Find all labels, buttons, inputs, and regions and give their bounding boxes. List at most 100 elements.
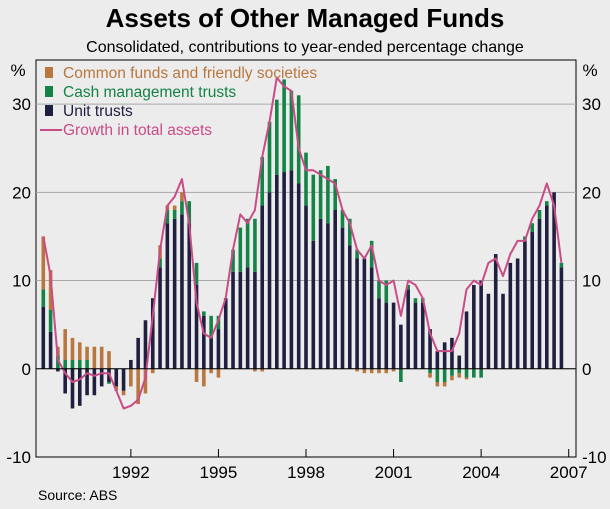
bars — [41, 79, 564, 409]
bar-common — [41, 236, 46, 290]
source-note: Source: ABS — [38, 487, 117, 503]
bar-unit — [369, 267, 374, 369]
bar-cash — [158, 258, 162, 268]
bar-cash — [172, 209, 177, 219]
bar-common — [48, 269, 53, 310]
x-tick-label: 1995 — [200, 463, 238, 482]
legend-label-common: Common funds and friendly societies — [63, 65, 317, 82]
bar-cash — [537, 209, 542, 219]
x-tick-label: 2001 — [375, 463, 413, 482]
bar-cash — [209, 315, 213, 338]
bar-unit — [202, 315, 206, 369]
bar-unit — [450, 337, 454, 369]
y-tick-label-left: 0 — [22, 360, 31, 379]
bar-unit — [245, 267, 250, 369]
bar-cash — [340, 209, 345, 228]
bar-cash — [202, 311, 206, 316]
bar-cash — [377, 280, 381, 299]
bar-common — [384, 368, 389, 374]
y-tick-label-left: -10 — [6, 448, 31, 467]
bar-unit — [158, 267, 162, 369]
bar-common — [450, 375, 454, 381]
x-tick-label: 2004 — [462, 463, 500, 482]
bar-cash — [428, 368, 432, 374]
legend-swatch-unit — [45, 105, 53, 116]
bar-unit — [333, 209, 337, 369]
bar-unit — [537, 218, 542, 369]
x-tick-label: 2007 — [550, 463, 588, 482]
axes: -10 -10 0 0 10 10 20 20 30 30 1992 1995 1998 2001 2004… — [6, 95, 606, 482]
y-tick-label-right: 30 — [582, 95, 601, 114]
bar-common — [216, 368, 221, 378]
bar-unit — [136, 337, 140, 369]
bar-common — [92, 346, 97, 369]
bar-unit — [77, 368, 82, 406]
bar-common — [136, 368, 140, 405]
bar-cash — [180, 201, 184, 215]
bar-unit — [340, 227, 345, 369]
bar-unit — [384, 302, 389, 369]
bar-unit — [223, 298, 228, 369]
bar-unit — [523, 240, 527, 369]
bar-common — [194, 368, 199, 383]
bar-cash — [260, 157, 265, 206]
legend-swatch-cash — [45, 86, 53, 97]
bar-unit — [267, 192, 272, 369]
bar-cash — [194, 262, 199, 285]
growth-line — [42, 76, 563, 410]
bar-cash — [318, 170, 323, 219]
bar-unit — [275, 174, 279, 369]
bar-common — [209, 368, 213, 374]
bar-cash — [355, 249, 359, 259]
bar-unit — [457, 355, 462, 369]
bar-cash — [435, 368, 440, 383]
bar-unit — [63, 368, 67, 394]
bar-unit — [377, 298, 381, 369]
x-tick-label: 1998 — [287, 463, 325, 482]
bar-unit — [56, 368, 60, 372]
bar-common — [129, 368, 133, 387]
bar-unit — [150, 298, 155, 369]
bar-unit — [508, 262, 513, 369]
bar-unit — [442, 342, 447, 369]
bar-unit — [530, 232, 535, 369]
bar-unit — [501, 293, 505, 369]
bar-common — [377, 368, 381, 374]
y-axis-label-right: % — [582, 61, 597, 80]
bar-cash — [77, 359, 82, 369]
bar-unit — [260, 205, 265, 369]
y-tick-label-left: 10 — [12, 272, 31, 291]
bar-cash — [245, 218, 250, 268]
bar-unit — [545, 205, 549, 369]
bar-unit — [194, 284, 199, 369]
legend: Common funds and friendly societies Cash… — [40, 65, 317, 139]
bar-cash — [187, 201, 192, 224]
y-tick-label-right: 20 — [582, 183, 601, 202]
bar-unit — [347, 245, 352, 369]
bar-cash — [85, 359, 89, 369]
bar-common — [143, 368, 148, 394]
bar-unit — [253, 271, 257, 369]
bar-cash — [464, 368, 469, 378]
bar-unit — [464, 311, 469, 369]
y-tick-label-right: -10 — [582, 448, 607, 467]
bar-cash — [48, 309, 53, 332]
bar-unit — [559, 267, 564, 369]
bar-unit — [187, 223, 192, 369]
bar-unit — [282, 172, 286, 369]
bar-cash — [399, 368, 403, 383]
bar-common — [391, 368, 396, 372]
chart-title: Assets of Other Managed Funds — [106, 3, 505, 33]
bar-cash — [413, 298, 418, 303]
bar-unit — [515, 258, 520, 369]
bar-cash — [311, 174, 316, 241]
bar-common — [70, 337, 75, 360]
bar-cash — [107, 382, 111, 384]
bar-common — [172, 205, 177, 210]
bar-cash — [165, 209, 170, 224]
growth-line-group — [42, 76, 563, 410]
bar-common — [442, 382, 447, 387]
bar-common — [253, 368, 257, 372]
y-tick-label-left: 20 — [12, 183, 31, 202]
